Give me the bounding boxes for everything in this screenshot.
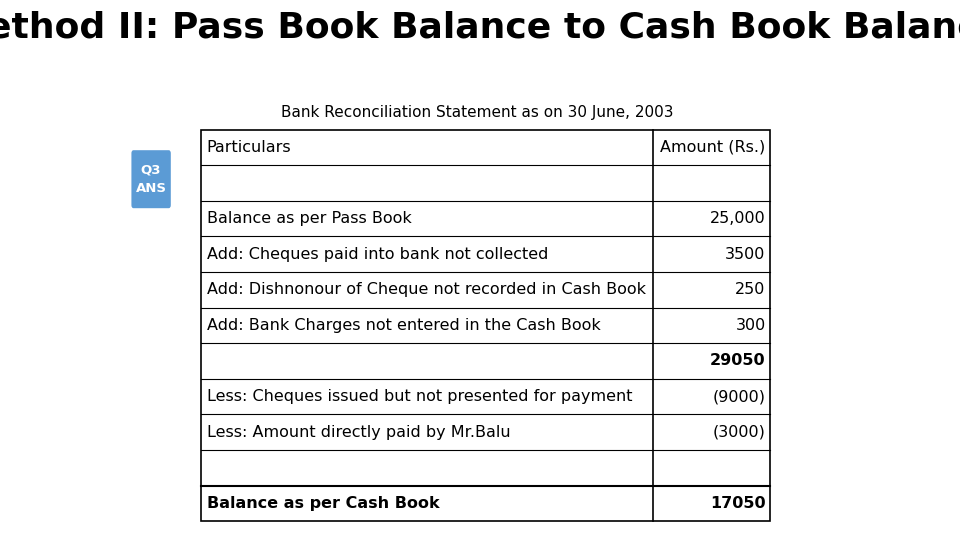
Text: 25,000: 25,000: [709, 211, 766, 226]
Text: Add: Cheques paid into bank not collected: Add: Cheques paid into bank not collecte…: [206, 247, 548, 262]
Text: 3500: 3500: [725, 247, 766, 262]
Text: Add: Bank Charges not entered in the Cash Book: Add: Bank Charges not entered in the Cas…: [206, 318, 601, 333]
Text: 17050: 17050: [710, 496, 766, 511]
FancyBboxPatch shape: [132, 150, 171, 208]
Text: 300: 300: [735, 318, 766, 333]
Text: Amount (Rs.): Amount (Rs.): [660, 140, 766, 155]
Bar: [202, 130, 770, 521]
Text: Bank Reconciliation Statement as on 30 June, 2003: Bank Reconciliation Statement as on 30 J…: [280, 105, 673, 120]
Text: 29050: 29050: [710, 354, 766, 368]
Text: (3000): (3000): [712, 424, 766, 440]
Text: Add: Dishnonour of Cheque not recorded in Cash Book: Add: Dishnonour of Cheque not recorded i…: [206, 282, 646, 297]
Text: Balance as per Pass Book: Balance as per Pass Book: [206, 211, 412, 226]
Text: Particulars: Particulars: [206, 140, 292, 155]
Text: Balance as per Cash Book: Balance as per Cash Book: [206, 496, 440, 511]
Text: Less: Cheques issued but not presented for payment: Less: Cheques issued but not presented f…: [206, 389, 633, 404]
Text: 250: 250: [735, 282, 766, 297]
Text: Less: Amount directly paid by Mr.Balu: Less: Amount directly paid by Mr.Balu: [206, 424, 511, 440]
Text: Method II: Pass Book Balance to Cash Book Balance: Method II: Pass Book Balance to Cash Boo…: [0, 10, 960, 44]
Text: (9000): (9000): [712, 389, 766, 404]
Text: Q3
ANS: Q3 ANS: [135, 164, 167, 195]
